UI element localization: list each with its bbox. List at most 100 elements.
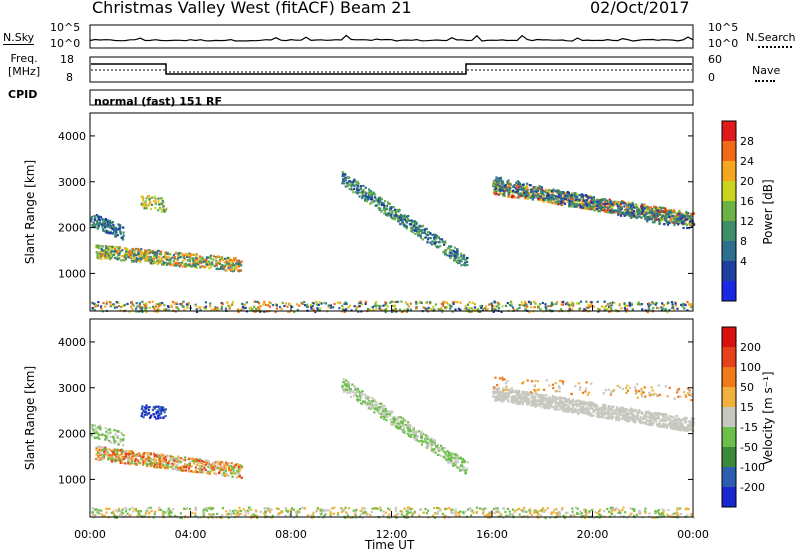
echo-cell xyxy=(196,463,199,466)
echo-cell xyxy=(636,204,639,207)
echo-cell xyxy=(346,388,349,392)
echo-cell xyxy=(109,232,112,235)
echo-cell xyxy=(250,514,253,517)
echo-cell xyxy=(210,266,213,269)
echo-cell xyxy=(198,260,201,263)
echo-cell xyxy=(358,398,361,402)
echo-cell xyxy=(91,513,95,516)
echo-cell xyxy=(159,466,163,469)
echo-cell xyxy=(454,461,457,464)
echo-cell xyxy=(291,508,294,511)
echo-cell xyxy=(105,219,108,222)
echo-cell xyxy=(606,303,610,306)
echo-cell xyxy=(656,214,659,217)
echo-cell xyxy=(562,194,565,197)
echo-cell xyxy=(602,203,606,206)
echo-cell xyxy=(576,203,579,206)
echo-cell xyxy=(186,458,189,461)
echo-cell xyxy=(676,221,679,224)
echo-cell xyxy=(645,212,648,215)
echo-cell xyxy=(101,217,104,220)
echo-cell xyxy=(185,262,188,265)
cpid-label: CPID xyxy=(8,88,38,101)
echo-cell xyxy=(497,303,500,306)
echo-cell xyxy=(109,224,112,227)
echo-cell xyxy=(140,407,144,410)
echo-cell xyxy=(147,249,150,252)
echo-cell xyxy=(477,308,480,311)
echo-cell xyxy=(221,461,224,464)
echo-cell xyxy=(558,191,561,194)
echo-cell xyxy=(529,508,532,511)
echo-cell xyxy=(419,229,422,232)
echo-cell xyxy=(514,196,517,199)
echo-cell xyxy=(579,510,582,513)
echo-cell xyxy=(158,458,161,461)
echo-cell xyxy=(619,205,622,208)
echo-cell xyxy=(353,394,356,397)
echo-cell xyxy=(207,465,210,468)
echo-cell xyxy=(329,515,332,518)
echo-cell xyxy=(348,183,351,186)
echo-cell xyxy=(457,261,460,264)
echo-cell xyxy=(523,506,526,509)
echo-cell xyxy=(482,508,485,511)
echo-cell xyxy=(570,203,573,206)
echo-cell xyxy=(182,469,185,472)
echo-cell xyxy=(258,302,261,305)
echo-cell xyxy=(572,304,575,307)
echo-cell xyxy=(179,512,182,515)
echo-cell xyxy=(124,462,127,465)
echo-cell xyxy=(375,304,378,307)
echo-cell xyxy=(542,200,545,204)
echo-cell xyxy=(165,466,168,469)
echo-cell xyxy=(156,466,159,469)
echo-cell xyxy=(654,510,657,513)
echo-cell xyxy=(553,189,556,192)
echo-cell xyxy=(107,232,110,235)
echo-cell xyxy=(410,221,413,224)
echo-cell xyxy=(244,306,247,309)
echo-cell xyxy=(563,202,567,205)
echo-cell xyxy=(646,207,649,210)
echo-cell xyxy=(369,195,372,199)
echo-cell xyxy=(221,507,225,510)
echo-cell xyxy=(464,264,467,267)
echo-cell xyxy=(418,440,421,443)
echo-cell xyxy=(437,241,440,244)
echo-cell xyxy=(249,306,252,309)
echo-cell xyxy=(341,171,344,174)
echo-cell xyxy=(666,220,669,224)
echo-cell xyxy=(512,185,515,188)
echo-cell xyxy=(619,511,622,514)
echo-cell xyxy=(661,218,664,221)
echo-cell xyxy=(464,261,467,264)
echo-cell xyxy=(552,188,555,191)
echo-cell xyxy=(306,514,309,517)
echo-cell xyxy=(393,416,396,419)
echo-cell xyxy=(398,209,401,212)
echo-cell xyxy=(221,264,224,267)
echo-cell xyxy=(110,254,113,257)
echo-cell xyxy=(235,512,238,516)
echo-cell xyxy=(383,418,386,421)
echo-cell xyxy=(153,513,156,516)
echo-cell xyxy=(463,469,466,472)
echo-cell xyxy=(364,507,367,510)
echo-cell xyxy=(142,463,145,466)
echo-cell xyxy=(361,195,364,198)
echo-cell xyxy=(496,507,499,510)
echo-cell xyxy=(543,197,546,200)
echo-cell xyxy=(115,301,118,304)
echo-cell xyxy=(99,251,102,254)
echo-cell xyxy=(457,307,460,310)
echo-cell xyxy=(406,513,409,516)
echo-cell xyxy=(193,264,196,267)
echo-cell xyxy=(664,217,667,220)
echo-cell xyxy=(222,472,225,475)
echo-cell xyxy=(627,201,630,204)
echo-cell xyxy=(405,215,409,218)
echo-cell xyxy=(692,212,696,215)
echo-cell xyxy=(400,300,403,303)
echo-cell xyxy=(440,307,443,310)
